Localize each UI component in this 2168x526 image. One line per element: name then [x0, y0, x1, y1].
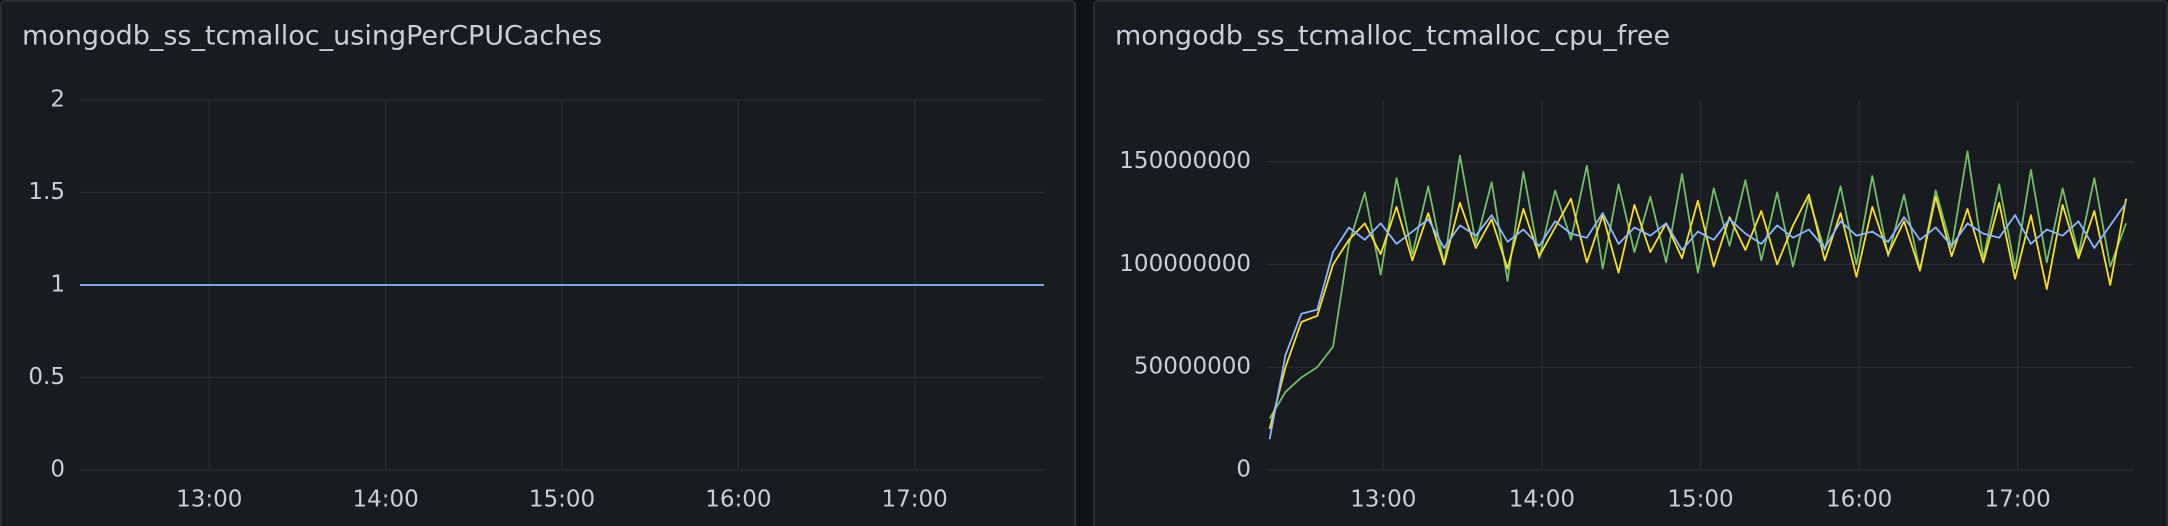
y-tick-label: 0	[50, 457, 65, 483]
y-tick-label: 1	[50, 272, 65, 298]
x-tick-label: 14:00	[1509, 487, 1575, 513]
x-tick-label: 15:00	[529, 487, 595, 513]
panel	[0, 0, 1076, 526]
x-tick-label: 16:00	[705, 487, 771, 513]
x-tick-label: 17:00	[882, 487, 948, 513]
x-tick-label: 14:00	[353, 487, 419, 513]
x-tick-label: 15:00	[1667, 487, 1733, 513]
x-tick-label: 17:00	[1985, 487, 2051, 513]
series-line	[1268, 193, 2127, 430]
series-line	[1268, 202, 2127, 440]
panel-title: mongodb_ss_tcmalloc_usingPerCPUCaches	[22, 21, 602, 52]
x-tick-label: 16:00	[1826, 487, 1892, 513]
y-tick-label: 2	[50, 87, 65, 113]
panel	[1093, 0, 2168, 526]
y-tick-label: 0	[1236, 457, 1251, 483]
y-tick-label: 150000000	[1119, 148, 1251, 174]
y-tick-label: 50000000	[1134, 354, 1251, 380]
y-tick-label: 1.5	[28, 179, 65, 205]
x-tick-label: 13:00	[176, 487, 242, 513]
panel-title: mongodb_ss_tcmalloc_tcmalloc_cpu_free	[1115, 21, 1670, 52]
series-line	[1268, 150, 2127, 420]
x-tick-label: 13:00	[1350, 487, 1416, 513]
y-tick-label: 0.5	[28, 364, 65, 390]
y-tick-label: 100000000	[1119, 251, 1251, 277]
